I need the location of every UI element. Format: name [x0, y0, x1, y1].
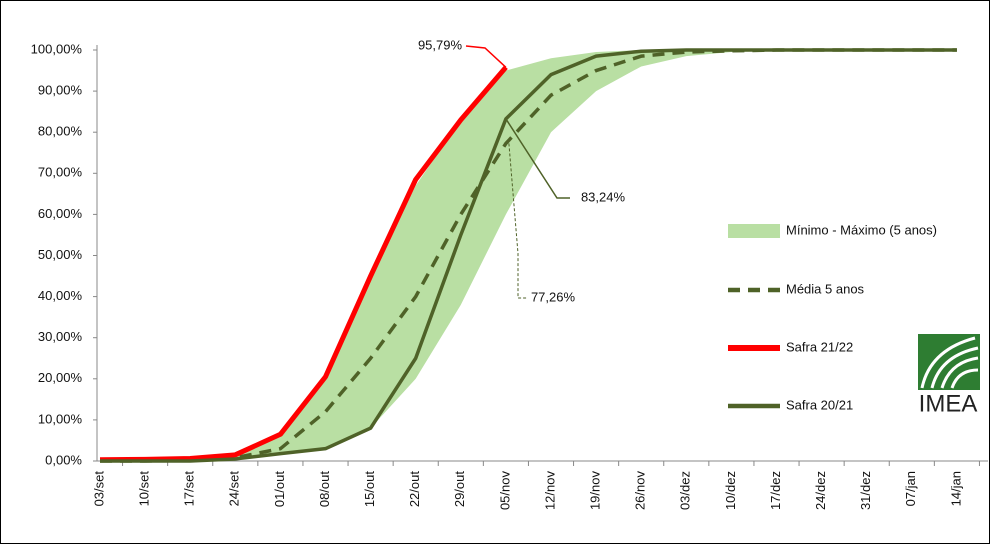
x-tick-label: 03/dez — [678, 471, 693, 510]
x-tick-label: 29/out — [452, 471, 467, 508]
x-tick-label: 17/set — [182, 471, 197, 507]
y-tick-label: 60,00% — [38, 206, 83, 221]
min-max-band — [100, 50, 957, 461]
y-tick-label: 30,00% — [38, 329, 83, 344]
x-tick-label: 03/set — [91, 471, 106, 507]
logo-text: IMEA — [919, 390, 978, 417]
x-tick-label: 01/out — [272, 471, 287, 508]
y-tick-label: 90,00% — [38, 83, 83, 98]
y-tick-label: 0,00% — [45, 452, 82, 467]
legend-label: Mínimo - Máximo (5 anos) — [786, 222, 937, 237]
x-tick-label: 10/set — [137, 471, 152, 507]
series-line — [100, 48, 957, 463]
label-leader — [508, 143, 528, 299]
y-tick-label: 70,00% — [38, 165, 83, 180]
y-tick-label: 10,00% — [38, 411, 83, 426]
y-tick-label: 50,00% — [38, 247, 83, 262]
x-tick-label: 10/dez — [723, 471, 738, 510]
label-leader — [465, 45, 507, 68]
x-tick-label: 15/out — [362, 471, 377, 508]
y-tick-label: 80,00% — [38, 124, 83, 139]
label-leader — [505, 118, 570, 199]
x-tick-label: 07/jan — [903, 471, 918, 506]
data-label: 95,79% — [418, 37, 463, 52]
x-tick-label: 12/nov — [542, 471, 557, 511]
y-tick-label: 100,00% — [31, 41, 83, 56]
x-tick-label: 26/nov — [633, 471, 648, 511]
data-label: 83,24% — [581, 189, 626, 204]
legend-label: Safra 20/21 — [786, 397, 853, 412]
data-label: 77,26% — [531, 289, 576, 304]
x-tick-label: 05/nov — [497, 471, 512, 511]
logo-icon — [918, 334, 980, 390]
x-tick-label: 31/dez — [858, 471, 873, 510]
x-tick-label: 22/out — [407, 471, 422, 508]
series-line — [99, 65, 508, 463]
legend-swatch — [728, 224, 780, 238]
x-tick-label: 19/nov — [588, 471, 603, 511]
legend-label: Safra 21/22 — [786, 339, 853, 354]
y-tick-label: 20,00% — [38, 370, 83, 385]
x-tick-label: 08/out — [317, 471, 332, 508]
x-tick-label: 24/dez — [813, 471, 828, 510]
x-tick-label: 24/set — [227, 471, 242, 507]
legend-label: Média 5 anos — [786, 281, 865, 296]
x-tick-label: 14/jan — [948, 471, 963, 506]
y-tick-label: 40,00% — [38, 288, 83, 303]
x-tick-label: 17/dez — [768, 471, 783, 510]
